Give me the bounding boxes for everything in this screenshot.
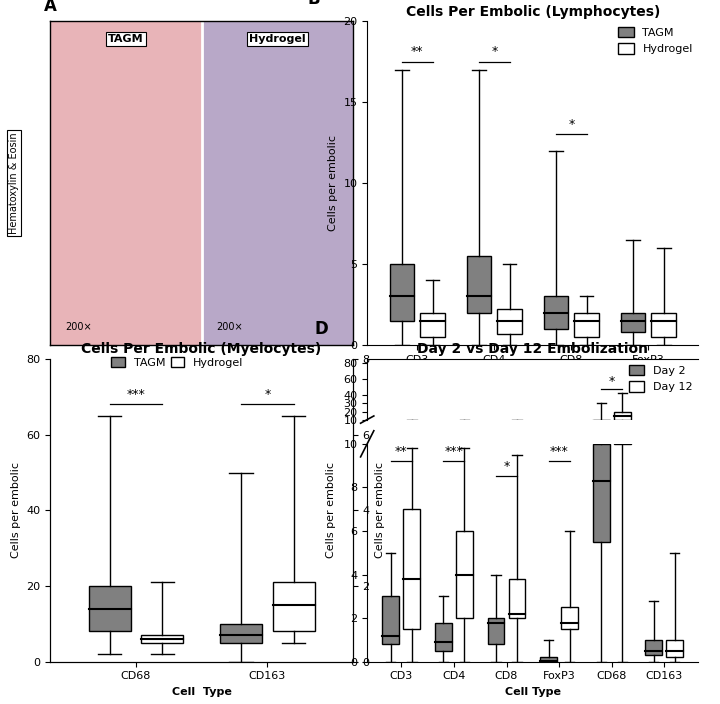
- Bar: [487, 618, 505, 644]
- Bar: [390, 264, 414, 320]
- Text: TAGM: TAGM: [108, 34, 144, 44]
- Text: ***: ***: [444, 445, 463, 458]
- Bar: [621, 313, 645, 332]
- Bar: [141, 635, 183, 643]
- Bar: [382, 596, 400, 644]
- Y-axis label: Cells per embolic: Cells per embolic: [375, 463, 385, 558]
- Y-axis label: Cells per embolic: Cells per embolic: [11, 463, 21, 558]
- Bar: [561, 608, 578, 629]
- Legend: TAGM, Hydrogel: TAGM, Hydrogel: [618, 27, 693, 54]
- Text: B: B: [307, 0, 320, 8]
- Text: **: **: [395, 445, 408, 458]
- Bar: [89, 586, 130, 631]
- Text: D: D: [314, 320, 328, 338]
- Bar: [467, 256, 491, 313]
- Text: 200×: 200×: [217, 322, 243, 332]
- Bar: [498, 309, 522, 334]
- Text: Hydrogel: Hydrogel: [249, 34, 305, 44]
- Y-axis label: Cells per embolic: Cells per embolic: [328, 135, 338, 231]
- Text: *: *: [503, 460, 510, 473]
- Text: A: A: [45, 0, 57, 15]
- Bar: [593, 444, 610, 542]
- Bar: [652, 313, 676, 337]
- Legend: Day 2, Day 12: Day 2, Day 12: [629, 365, 693, 392]
- Bar: [508, 579, 526, 618]
- Bar: [435, 622, 452, 651]
- Text: *: *: [264, 388, 271, 401]
- Bar: [613, 413, 631, 420]
- Bar: [435, 426, 452, 427]
- Legend: TAGM, Hydrogel: TAGM, Hydrogel: [107, 353, 248, 372]
- Text: ***: ***: [127, 388, 145, 401]
- Bar: [202, 21, 353, 345]
- Bar: [613, 248, 631, 444]
- Bar: [645, 640, 662, 655]
- Bar: [50, 21, 202, 345]
- Bar: [593, 420, 610, 423]
- Bar: [666, 640, 683, 658]
- Bar: [220, 624, 262, 643]
- Text: Hematoxylin & Eosin: Hematoxylin & Eosin: [9, 132, 19, 234]
- Bar: [544, 296, 568, 329]
- Bar: [420, 313, 445, 337]
- X-axis label: Cell  Type: Cell Type: [171, 687, 232, 697]
- Bar: [273, 582, 315, 631]
- Text: 200×: 200×: [66, 322, 92, 332]
- Bar: [403, 509, 420, 629]
- Title: Cells Per Embolic (Myelocytes): Cells Per Embolic (Myelocytes): [81, 342, 322, 356]
- Bar: [456, 423, 473, 426]
- Text: **: **: [411, 45, 423, 58]
- Bar: [575, 313, 599, 337]
- Bar: [540, 658, 557, 662]
- Bar: [487, 426, 505, 427]
- Bar: [403, 422, 420, 427]
- Text: *: *: [568, 118, 575, 131]
- Bar: [456, 531, 473, 618]
- Bar: [508, 425, 526, 426]
- Text: *: *: [491, 45, 498, 58]
- Text: ***: ***: [549, 445, 569, 458]
- Bar: [561, 426, 578, 427]
- Bar: [382, 425, 400, 427]
- X-axis label: Cell Type: Cell Type: [505, 370, 561, 380]
- Text: *: *: [608, 375, 615, 388]
- X-axis label: Cell Type: Cell Type: [505, 687, 561, 697]
- Title: Day 2 vs Day 12 Embolization: Day 2 vs Day 12 Embolization: [418, 342, 648, 356]
- Title: Cells Per Embolic (Lymphocytes): Cells Per Embolic (Lymphocytes): [405, 4, 660, 18]
- Text: Cells per embolic: Cells per embolic: [326, 463, 336, 558]
